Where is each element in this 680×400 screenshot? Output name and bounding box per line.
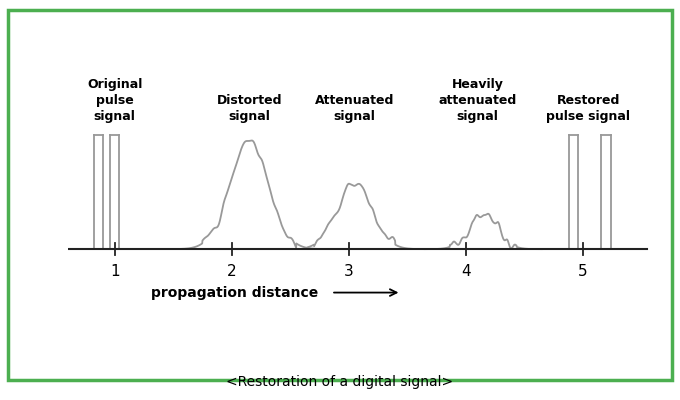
Text: Heavily
attenuated
signal: Heavily attenuated signal <box>438 78 517 124</box>
Text: 3: 3 <box>344 264 354 279</box>
Text: 4: 4 <box>461 264 471 279</box>
Text: Distorted
signal: Distorted signal <box>216 94 282 124</box>
Text: 2: 2 <box>227 264 237 279</box>
Text: propagation distance: propagation distance <box>151 286 328 300</box>
Text: 5: 5 <box>578 264 588 279</box>
Text: Attenuated
signal: Attenuated signal <box>315 94 394 124</box>
Text: Restored
pulse signal: Restored pulse signal <box>547 94 630 124</box>
Text: 1: 1 <box>110 264 120 279</box>
Text: <Restoration of a digital signal>: <Restoration of a digital signal> <box>226 375 454 389</box>
Text: Original
pulse
signal: Original pulse signal <box>87 78 143 124</box>
